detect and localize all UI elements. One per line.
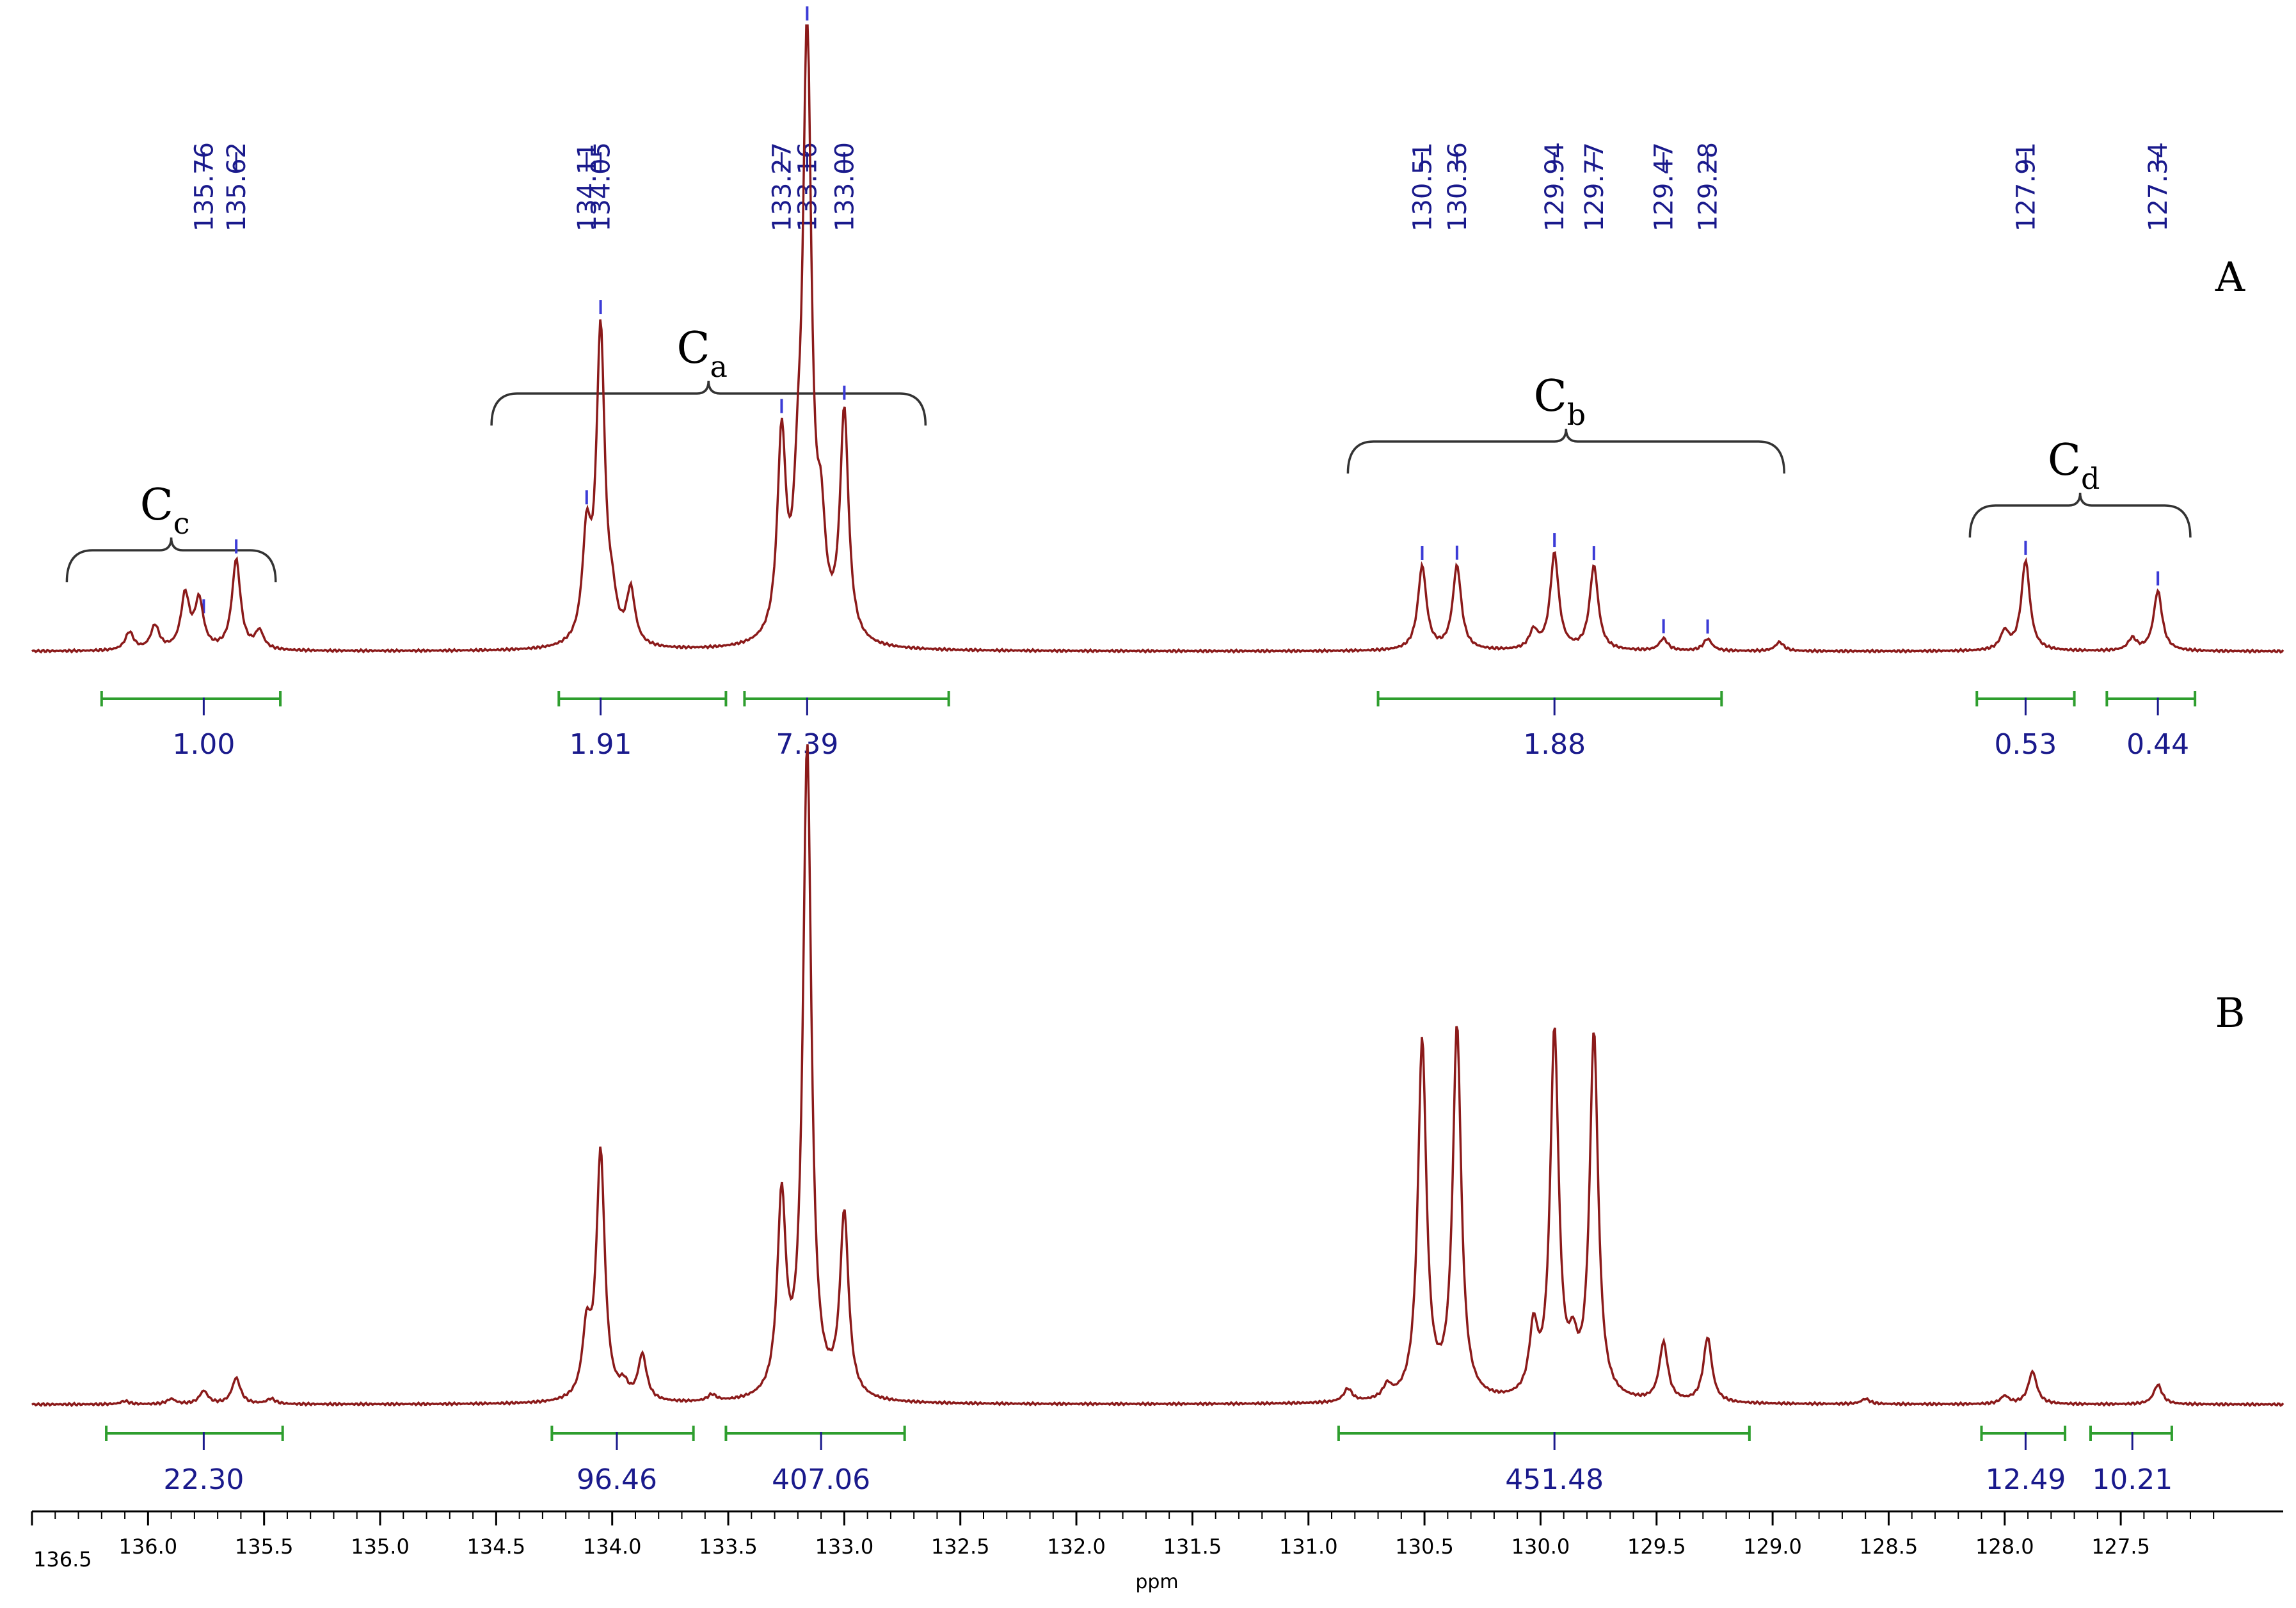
integral-value: 1.00 bbox=[172, 728, 235, 761]
integral-value: 407.06 bbox=[772, 1463, 870, 1496]
x-tick-label: 135.5 bbox=[235, 1534, 294, 1559]
x-tick-label: 131.0 bbox=[1279, 1534, 1338, 1559]
x-axis: 136.5 136.0 135.5 135.0 134.5 134.0 133.5 133.0… bbox=[31, 1510, 2283, 1593]
integral-value: 22.30 bbox=[163, 1463, 244, 1496]
group-label-subscript: a bbox=[710, 349, 728, 384]
integrals-a: 1.00 1.91 7.39 1.88 0.53 0.44 bbox=[100, 691, 2197, 761]
integral-value: 0.53 bbox=[1994, 728, 2057, 761]
x-tick-label: 132.5 bbox=[931, 1534, 990, 1559]
x-tick-label: 135.0 bbox=[351, 1534, 410, 1559]
x-tick-label: 134.5 bbox=[467, 1534, 526, 1559]
group-label-subscript: d bbox=[2081, 461, 2100, 496]
integral-value: 1.91 bbox=[570, 728, 632, 761]
group-bracket bbox=[1968, 492, 2192, 538]
group-bracket bbox=[65, 537, 277, 583]
integral-value: 0.44 bbox=[2126, 728, 2189, 761]
spectrum-trace-b bbox=[31, 744, 2284, 1408]
x-tick-label: 133.0 bbox=[815, 1534, 874, 1559]
x-tick-label: 130.5 bbox=[1395, 1534, 1454, 1559]
integral-value: 451.48 bbox=[1505, 1463, 1604, 1496]
panel-label-b: B bbox=[2215, 990, 2245, 1037]
x-tick-label: 136.5 bbox=[33, 1547, 92, 1572]
integral-value: 12.49 bbox=[1985, 1463, 2066, 1496]
x-tick-label: 134.0 bbox=[583, 1534, 642, 1559]
group-label: Cc bbox=[140, 480, 190, 541]
spectrum-panel-b: 22.30 96.46 407.06 451.48 12.49 10.21 B bbox=[31, 744, 2284, 1496]
x-tick-label: 129.5 bbox=[1627, 1534, 1686, 1559]
x-tick-label: 128.5 bbox=[1860, 1534, 1918, 1559]
x-tick-label: 133.5 bbox=[699, 1534, 758, 1559]
group-brackets-a: Cc Ca Cb Cd bbox=[65, 323, 2192, 583]
x-tick-label: 131.5 bbox=[1163, 1534, 1222, 1559]
integrals-b: 22.30 96.46 407.06 451.48 12.49 10.21 bbox=[105, 1426, 2173, 1496]
group-bracket bbox=[1346, 428, 1785, 474]
group-label: Ca bbox=[676, 323, 727, 384]
x-tick-label: 129.0 bbox=[1743, 1534, 1802, 1559]
group-label: Cd bbox=[2048, 435, 2100, 496]
group-label-subscript: b bbox=[1567, 397, 1586, 432]
x-tick-label: 127.5 bbox=[2091, 1534, 2150, 1559]
x-tick-label: 128.0 bbox=[1975, 1534, 2034, 1559]
x-axis-title: ppm bbox=[1135, 1571, 1178, 1593]
peak-markers-a bbox=[202, 6, 2160, 634]
group-label: Cb bbox=[1534, 371, 1586, 432]
integral-value: 96.46 bbox=[577, 1463, 657, 1496]
x-tick-label: 130.0 bbox=[1511, 1534, 1570, 1559]
x-tick-label: 136.0 bbox=[119, 1534, 178, 1559]
integral-value: 1.88 bbox=[1523, 728, 1586, 761]
group-bracket bbox=[490, 380, 927, 426]
x-axis-ticks: 136.5 136.0 135.5 135.0 134.5 134.0 133.5 133.0… bbox=[31, 1511, 2215, 1572]
spectrum-trace-a bbox=[31, 24, 2284, 654]
panel-label-a: A bbox=[2215, 254, 2245, 301]
group-label-subscript: c bbox=[173, 506, 190, 541]
x-tick-label: 132.0 bbox=[1047, 1534, 1106, 1559]
integral-value: 10.21 bbox=[2092, 1463, 2172, 1496]
